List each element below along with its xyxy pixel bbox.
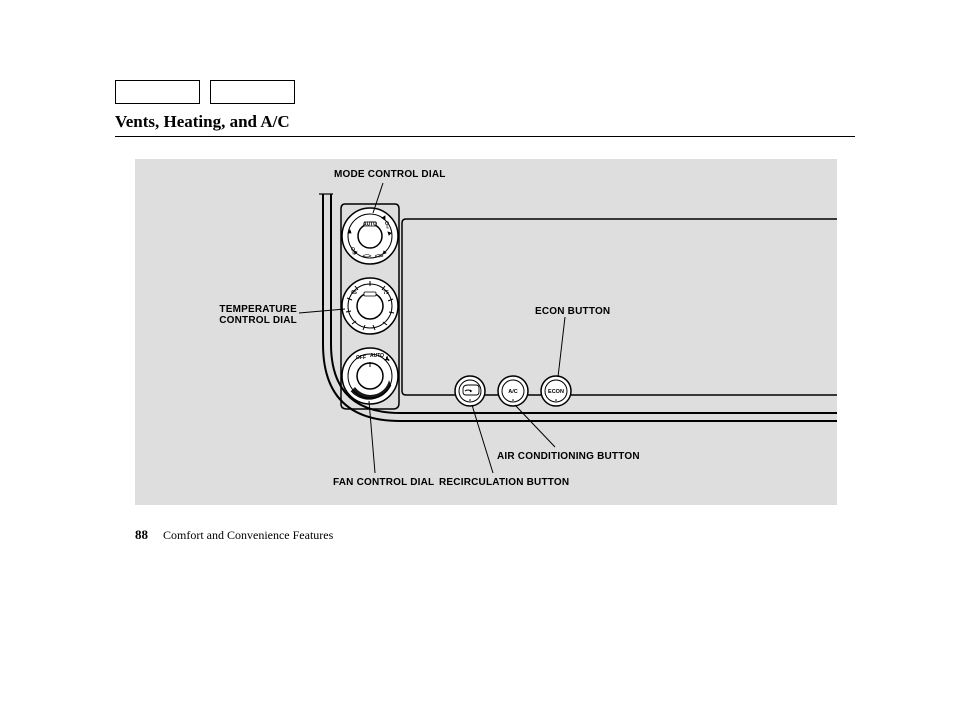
recirculation-button[interactable]: [455, 376, 485, 406]
mode-control-dial[interactable]: AUTO: [342, 208, 398, 264]
fan-control-dial[interactable]: OFF AUTO: [342, 348, 398, 404]
svg-text:75: 75: [383, 290, 389, 296]
temperature-control-dial[interactable]: 75 65: [342, 278, 398, 334]
ac-button[interactable]: A/C: [498, 376, 528, 406]
fan-auto-text: AUTO: [370, 353, 384, 359]
header-tabs: [115, 80, 855, 104]
ac-button-text: A/C: [508, 389, 518, 395]
svg-text:65: 65: [351, 290, 357, 296]
section-name: Comfort and Convenience Features: [163, 528, 333, 542]
econ-button-text: ECON: [548, 389, 564, 395]
tab-2[interactable]: [210, 80, 295, 104]
hvac-diagram: MODE CONTROL DIAL TEMPERATURE CONTROL DI…: [135, 159, 837, 505]
hvac-svg: AUTO: [135, 159, 837, 505]
econ-button[interactable]: ECON: [541, 376, 571, 406]
page-number: 88: [135, 527, 148, 542]
manual-page: Vents, Heating, and A/C MODE CONTROL DIA…: [115, 80, 855, 543]
page-footer: 88 Comfort and Convenience Features: [135, 527, 855, 543]
mode-auto-text: AUTO: [363, 222, 377, 228]
fan-off-text: OFF: [356, 355, 366, 361]
tab-1[interactable]: [115, 80, 200, 104]
page-title: Vents, Heating, and A/C: [115, 112, 855, 137]
